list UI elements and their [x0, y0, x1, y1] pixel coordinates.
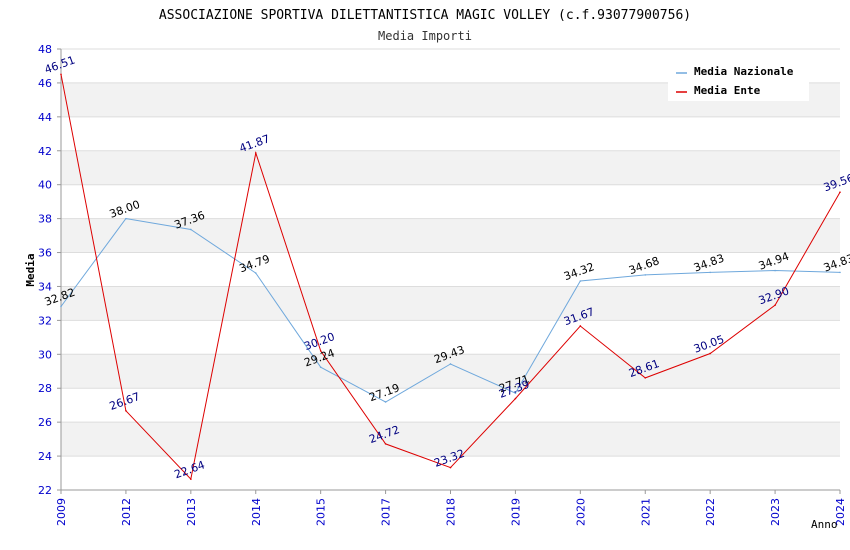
x-axis-ticks: 2009 2012 2013 2014 2015 2017 2018 2019 2020 2021…	[55, 490, 847, 526]
series-line	[60, 74, 841, 481]
x-tick-label: 2015	[315, 498, 328, 526]
plot-band	[61, 218, 840, 253]
x-tick-label: 2023	[769, 498, 782, 526]
data-point	[190, 228, 192, 231]
y-axis-ticks: 22 24 26 28 30 32 34 36 38 40 42 44 46 48	[38, 43, 61, 497]
x-tick-label: 2021	[639, 498, 652, 526]
data-point	[125, 217, 127, 220]
x-tick-label: 2012	[120, 498, 133, 526]
y-tick-label: 30	[38, 348, 52, 361]
data-point	[254, 272, 257, 274]
y-tick-label: 36	[38, 247, 52, 260]
data-point	[514, 392, 517, 394]
data-point	[709, 271, 711, 274]
plot-band	[61, 354, 840, 389]
plot-band	[61, 422, 840, 457]
data-point	[319, 350, 322, 352]
data-point	[60, 73, 62, 76]
data-point	[384, 443, 387, 445]
legend-label-media-ente: Media Ente	[694, 84, 761, 97]
data-label: 34.83	[822, 252, 850, 275]
legend-label-media-nazionale: Media Nazionale	[694, 65, 794, 78]
x-tick-label: 2014	[250, 498, 263, 526]
x-tick-label: 2019	[509, 498, 522, 526]
data-point	[579, 280, 582, 282]
data-point	[125, 409, 127, 412]
y-axis-label: Media	[24, 253, 37, 286]
x-tick-label: 2017	[380, 498, 393, 526]
y-tick-label: 46	[38, 77, 52, 90]
data-point	[60, 305, 62, 308]
y-tick-label: 44	[38, 111, 52, 124]
data-point	[774, 304, 776, 306]
legend: Media Nazionale Media Ente	[668, 60, 809, 101]
data-point	[384, 401, 387, 403]
chart-subtitle: Media Importi	[378, 29, 472, 43]
legend-box	[668, 60, 809, 101]
y-tick-label: 34	[38, 280, 52, 293]
y-tick-label: 32	[38, 314, 52, 327]
series-lines	[60, 73, 841, 481]
y-tick-label: 40	[38, 179, 52, 192]
data-point	[190, 478, 192, 480]
x-tick-label: 2024	[834, 498, 847, 526]
y-tick-label: 48	[38, 43, 52, 56]
y-tick-label: 24	[38, 450, 52, 463]
data-point	[839, 191, 841, 193]
data-point	[709, 352, 711, 355]
plot-band	[61, 286, 840, 321]
x-tick-label: 2009	[55, 498, 68, 526]
data-label: 34.83	[692, 252, 726, 275]
data-point	[839, 271, 841, 274]
data-point	[319, 366, 322, 368]
data-point	[449, 466, 452, 469]
data-label: 34.68	[627, 254, 661, 277]
data-point	[254, 152, 257, 154]
chart-title: ASSOCIAZIONE SPORTIVA DILETTANTISTICA MA…	[159, 8, 691, 23]
data-point	[579, 325, 582, 327]
data-point	[644, 377, 647, 379]
plot-background-bands	[61, 82, 840, 457]
x-tick-label: 2020	[574, 498, 587, 526]
data-label: 38.00	[108, 198, 142, 221]
data-label: 30.05	[692, 333, 726, 356]
x-axis-label: Anno	[811, 518, 838, 531]
x-tick-label: 2022	[704, 498, 717, 526]
data-point	[644, 274, 647, 276]
data-point	[449, 363, 452, 365]
x-tick-label: 2018	[445, 498, 458, 526]
y-tick-label: 28	[38, 382, 52, 395]
data-point	[514, 397, 517, 400]
data-label: 26.67	[108, 390, 142, 413]
y-tick-label: 22	[38, 484, 52, 497]
y-tick-label: 42	[38, 145, 52, 158]
x-tick-label: 2013	[185, 498, 198, 526]
y-tick-label: 26	[38, 416, 52, 429]
data-label: 46.51	[43, 53, 77, 76]
plot-band	[61, 150, 840, 185]
data-label: 34.94	[757, 250, 791, 273]
data-point	[774, 269, 776, 272]
y-tick-label: 38	[38, 213, 52, 226]
